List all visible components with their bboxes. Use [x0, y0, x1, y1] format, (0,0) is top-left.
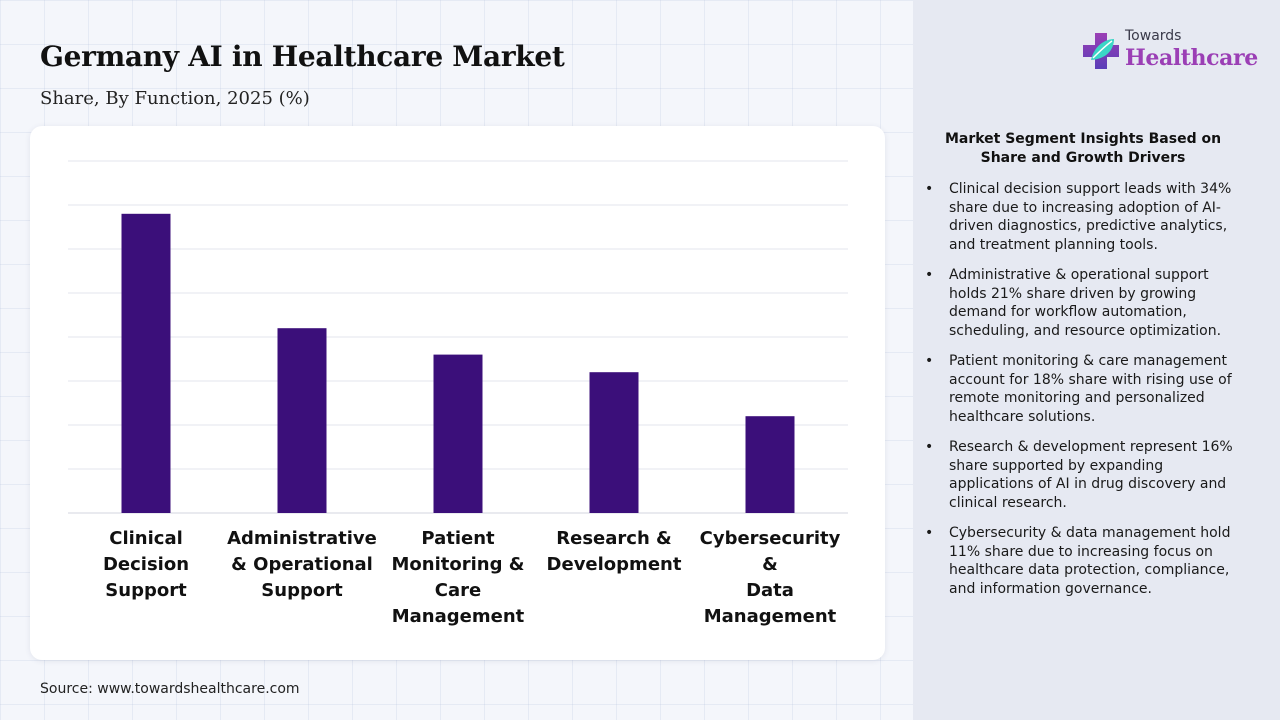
x-tick-label-line: Support [105, 580, 187, 601]
chart-card: Clinical Decision Support Administrative & O… [30, 126, 885, 660]
x-tick-label: Clinical Decision Support [66, 526, 226, 604]
x-tick-label-line: Management [391, 606, 525, 627]
x-tick-label: Cybersecurity & Data Management [690, 526, 850, 630]
insight-item: Cybersecurity & data management hold 11%… [923, 524, 1248, 598]
bars [121, 213, 795, 514]
insight-item: Clinical decision support leads with 34%… [923, 180, 1248, 254]
x-tick-label-line: Cybersecurity & [699, 528, 841, 575]
cross-leaf-icon [1083, 33, 1119, 69]
x-tick-label-line: Care [434, 580, 482, 601]
x-tick-label-line: Development [546, 554, 682, 575]
x-tick-label-line: Decision [102, 554, 190, 575]
bar-chart [68, 160, 848, 514]
bar [745, 416, 795, 513]
brand-logo: Towards Healthcare [1081, 26, 1261, 78]
x-tick-label-line: Research & [556, 528, 672, 549]
x-axis-labels: Clinical Decision Support Administrative & O… [30, 526, 885, 646]
insight-item: Administrative & operational support hol… [923, 266, 1248, 340]
insights-heading: Market Segment Insights Based on Share a… [944, 131, 1222, 166]
x-tick-label-line: Administrative [227, 528, 377, 549]
chart-subtitle: Share, By Function, 2025 (%) [40, 88, 310, 109]
brand-name-bottom: Healthcare [1125, 45, 1258, 71]
x-tick-label-line: Management [703, 606, 837, 627]
x-tick-label-line: Clinical [109, 528, 183, 549]
brand-name-top: Towards [1125, 28, 1182, 44]
x-tick-label: Research & Development [534, 526, 694, 578]
bar [433, 354, 483, 513]
gridlines [68, 160, 848, 514]
bar [589, 372, 639, 513]
x-tick-label: Patient Monitoring & Care Management [378, 526, 538, 630]
x-tick-label-line: Patient [421, 528, 495, 549]
x-tick-label: Administrative & Operational Support [222, 526, 382, 604]
source-note: Source: www.towardshealthcare.com [40, 681, 300, 697]
x-tick-label-line: Support [261, 580, 343, 601]
insights-list: Clinical decision support leads with 34%… [923, 180, 1248, 610]
insights-panel: Towards Healthcare Market Segment Insigh… [913, 0, 1280, 720]
chart-title: Germany AI in Healthcare Market [40, 40, 565, 73]
x-tick-label-line: & Operational [231, 554, 373, 575]
insight-item: Patient monitoring & care management acc… [923, 352, 1248, 426]
bar [277, 328, 327, 513]
bar [121, 213, 171, 514]
x-tick-label-line: Data [746, 580, 794, 601]
insight-item: Research & development represent 16% sha… [923, 438, 1248, 512]
x-tick-label-line: Monitoring & [391, 554, 525, 575]
